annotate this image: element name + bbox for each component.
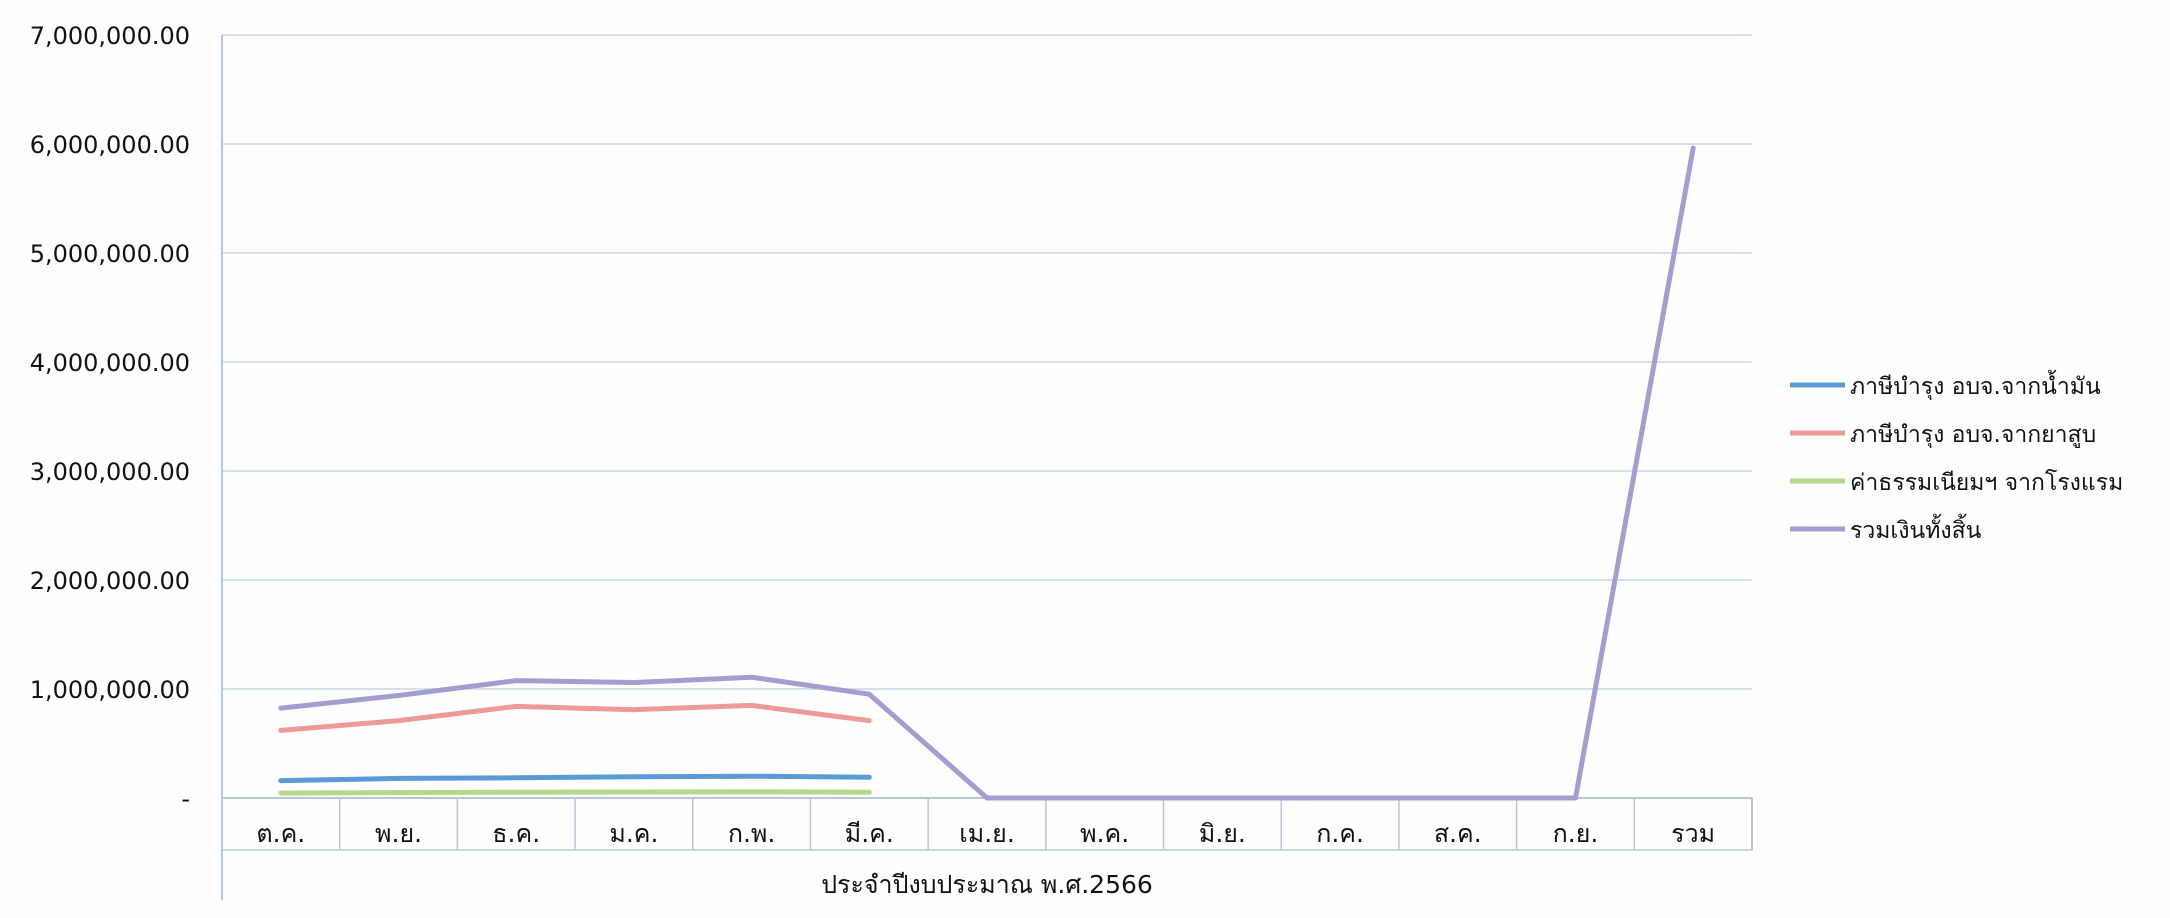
x-tick-label: ก.ค. — [1316, 819, 1364, 848]
y-tick-label: - — [181, 785, 190, 813]
x-tick-label: พ.ย. — [375, 819, 422, 848]
x-tick-label: เม.ย. — [959, 819, 1015, 848]
x-tick-label: พ.ค. — [1080, 819, 1129, 848]
y-tick-label: 2,000,000.00 — [30, 567, 190, 595]
legend-label: ภาษีบำรุง อบจ.จากยาสูบ — [1850, 422, 2096, 448]
legend-label: รวมเงินทั้งสิ้น — [1850, 514, 1982, 544]
series-line — [278, 789, 872, 796]
series-line — [278, 773, 872, 784]
series-line — [278, 145, 1696, 801]
x-tick-label: ธ.ค. — [492, 819, 540, 848]
x-tick-label: มี.ค. — [845, 819, 894, 848]
x-axis-title: ประจำปีงบประมาณ พ.ศ.2566 — [821, 870, 1153, 899]
series-line — [278, 702, 872, 733]
x-tick-label: รวม — [1671, 819, 1715, 848]
y-tick-label: 1,000,000.00 — [30, 676, 190, 704]
series-lines — [278, 145, 1696, 801]
y-tick-label: 6,000,000.00 — [30, 131, 190, 159]
axes — [221, 35, 1753, 900]
x-tick-label: ม.ค. — [609, 819, 658, 848]
y-tick-label: 7,000,000.00 — [30, 22, 190, 50]
x-tick-label: ก.พ. — [728, 819, 776, 848]
legend-label: ค่าธรรมเนียมฯ จากโรงแรม — [1850, 469, 2123, 496]
x-tick-labels: ต.ค. พ.ย. ธ.ค. ม.ค. ก.พ. มี.ค. เม.ย. พ.ค. มิ.ย. ก… — [256, 819, 1715, 848]
x-tick-label: ส.ค. — [1434, 819, 1482, 848]
y-tick-labels: - 1,000,000.00 2,000,000.00 3,000,000.00 4,0… — [30, 22, 190, 813]
y-tick-label: 3,000,000.00 — [30, 458, 190, 486]
x-tick-label: ก.ย. — [1553, 819, 1599, 848]
x-tick-label: มิ.ย. — [1199, 819, 1246, 848]
y-tick-label: 4,000,000.00 — [30, 349, 190, 377]
legend-label: ภาษีบำรุง อบจ.จากน้ำมัน — [1850, 370, 2101, 400]
y-tick-label: 5,000,000.00 — [30, 240, 190, 268]
x-tick-label: ต.ค. — [256, 819, 305, 848]
gridlines — [222, 34, 1752, 690]
